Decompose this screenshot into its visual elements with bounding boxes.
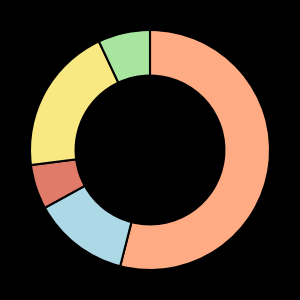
Wedge shape: [99, 30, 150, 83]
Wedge shape: [120, 30, 270, 270]
Wedge shape: [30, 41, 118, 165]
Wedge shape: [31, 159, 85, 208]
Wedge shape: [45, 186, 131, 266]
